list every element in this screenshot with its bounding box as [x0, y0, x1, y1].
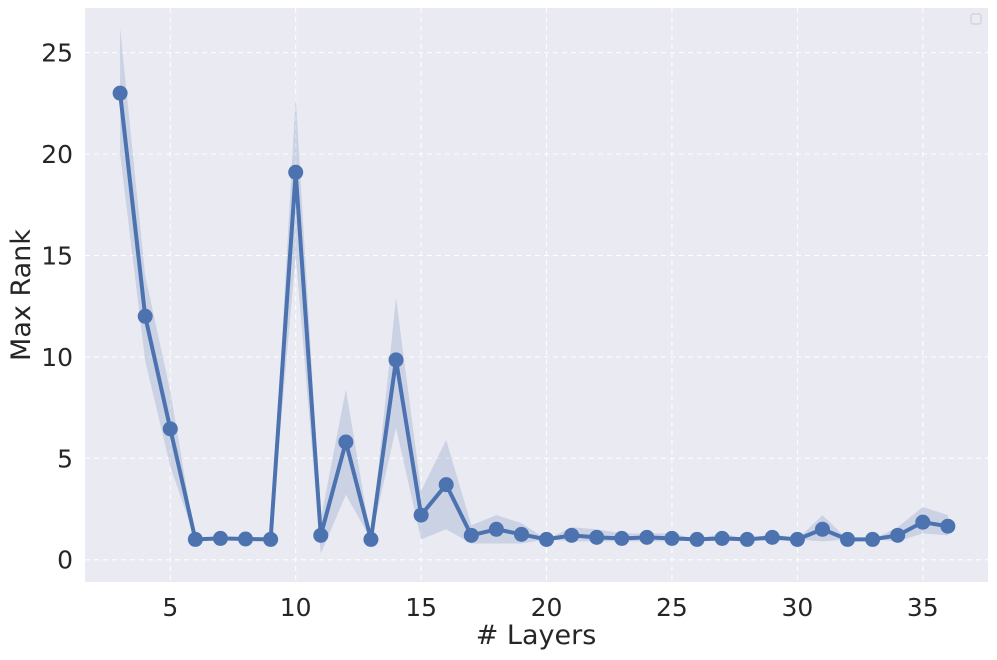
data-point: [162, 421, 178, 437]
x-tick-label: 25: [656, 593, 688, 622]
x-tick-label: 20: [531, 593, 563, 622]
data-point: [313, 527, 329, 543]
y-tick-label: 5: [57, 444, 73, 473]
data-point: [564, 527, 580, 543]
grid: [85, 8, 988, 582]
data-point: [890, 527, 906, 543]
y-tick-label: 20: [41, 140, 73, 169]
data-point: [112, 85, 128, 101]
y-tick-label: 25: [41, 39, 73, 68]
data-point: [614, 530, 630, 546]
data-point: [539, 531, 555, 547]
plot-background: [85, 8, 988, 582]
legend-box: [970, 13, 982, 25]
y-tick-label: 10: [41, 343, 73, 372]
series-line-group: [112, 85, 956, 547]
data-point: [814, 521, 830, 537]
data-point: [840, 531, 856, 547]
data-point: [789, 531, 805, 547]
data-point: [513, 526, 529, 542]
data-point: [589, 529, 605, 545]
data-point: [739, 531, 755, 547]
data-point: [413, 507, 429, 523]
data-point: [463, 527, 479, 543]
data-point: [865, 531, 881, 547]
x-tick-label: 10: [280, 593, 312, 622]
x-tick-label: 5: [162, 593, 178, 622]
x-tick-label: 30: [781, 593, 813, 622]
data-point: [438, 477, 454, 493]
data-point: [915, 514, 931, 530]
data-point: [488, 521, 504, 537]
data-point: [940, 518, 956, 534]
data-point: [764, 529, 780, 545]
data-point: [137, 308, 153, 324]
data-point: [388, 352, 404, 368]
y-axis-label: Max Rank: [6, 229, 37, 361]
data-point: [689, 531, 705, 547]
data-point: [338, 434, 354, 450]
data-point: [664, 530, 680, 546]
data-point: [288, 164, 304, 180]
data-point: [187, 531, 203, 547]
series-line: [118, 92, 949, 542]
data-point: [714, 530, 730, 546]
x-axis-ticks: 5 10 15 20 25 30 35: [162, 593, 938, 622]
y-axis-ticks: 0 5 10 15 20 25: [41, 39, 73, 575]
x-tick-label: 15: [405, 593, 437, 622]
y-tick-label: 0: [57, 546, 73, 575]
x-axis-label: # Layers: [476, 620, 597, 651]
y-tick-label: 15: [41, 241, 73, 270]
data-point: [263, 531, 279, 547]
data-point: [363, 531, 379, 547]
data-point: [639, 529, 655, 545]
data-point: [238, 531, 254, 547]
x-tick-label: 35: [907, 593, 939, 622]
data-point: [212, 530, 228, 546]
